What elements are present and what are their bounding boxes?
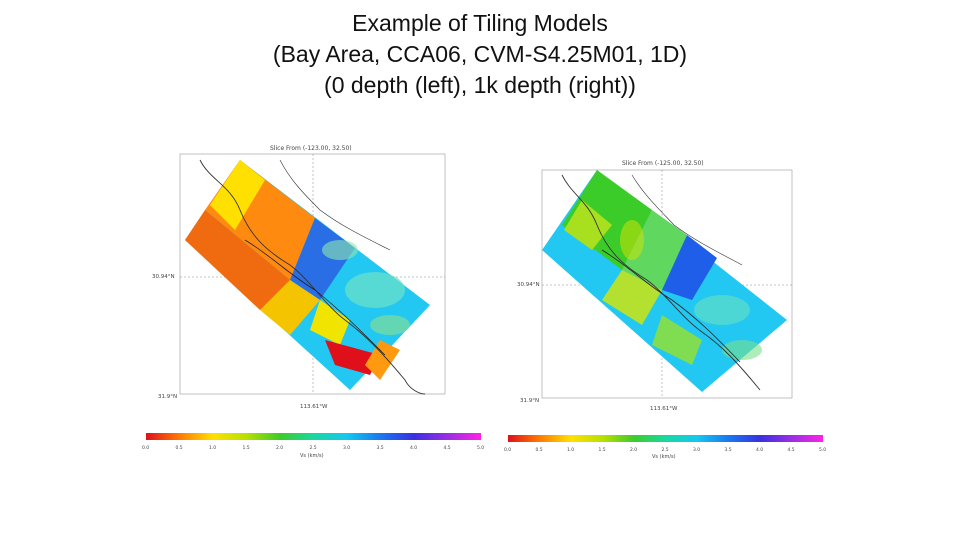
left-lon-label-bottom: 113.61°W [300,404,328,410]
right-colorbar-label: Vs (km/s) [652,454,676,460]
left-colorbar-tick-10: 5.0 [477,445,484,451]
left-colorbar-tick-2: 1.0 [209,445,216,451]
right-colorbar [508,435,823,442]
right-map-frame [541,169,793,399]
right-colorbar-tick-8: 4.0 [756,447,763,453]
right-coastline [561,174,761,391]
right-colorbar-ticks: 0.0 0.5 1.0 1.5 2.0 2.5 3.0 3.5 4.0 4.5 5.0 [504,447,826,453]
left-fault-line-2 [279,159,391,251]
left-colorbar-tick-9: 4.5 [444,445,451,451]
left-colorbar-ticks: 0.0 0.5 1.0 1.5 2.0 2.5 3.0 3.5 4.0 4.5 5.0 [142,445,484,451]
left-colorbar-tick-1: 0.5 [176,445,183,451]
slide-title: Example of Tiling Models (Bay Area, CCA0… [0,8,960,101]
right-fault-line-2 [631,174,743,266]
left-colorbar [146,433,481,440]
right-fault-line [601,249,741,363]
left-map-frame [179,153,446,395]
left-colorbar-tick-3: 1.5 [243,445,250,451]
left-fault-line [244,239,386,356]
left-colorbar-tick-6: 3.0 [343,445,350,451]
left-colorbar-label: Vs (km/s) [300,453,324,459]
right-colorbar-tick-6: 3.0 [693,447,700,453]
right-colorbar-tick-7: 3.5 [725,447,732,453]
right-colorbar-tick-1: 0.5 [536,447,543,453]
right-lat-label-mid: 30.94°N [517,282,540,288]
left-colorbar-tick-7: 3.5 [377,445,384,451]
right-colorbar-tick-0: 0.0 [504,447,511,453]
left-plot-header: Slice From (-123.00, 32.50) [270,145,352,152]
right-colorbar-tick-2: 1.0 [567,447,574,453]
left-lat-label-mid: 30.94°N [152,274,175,280]
left-velocity-slice [185,160,430,390]
left-colorbar-tick-8: 4.0 [410,445,417,451]
right-lat-label-bottom: 31.9°N [520,398,539,404]
left-colorbar-tick-4: 2.0 [276,445,283,451]
title-line-1: Example of Tiling Models [352,10,608,36]
right-velocity-slice [542,170,787,392]
left-plot-svg: Slice From (-123.00, 32.50) 30.94°N 31.9… [142,145,484,459]
right-colorbar-tick-9: 4.5 [788,447,795,453]
right-colorbar-tick-5: 2.5 [662,447,669,453]
left-plot: Slice From (-123.00, 32.50) 30.94°N 31.9… [140,140,490,460]
left-colorbar-tick-5: 2.5 [310,445,317,451]
right-plot-header: Slice From (-125.00, 32.50) [622,160,704,167]
left-lat-label-bottom: 31.9°N [158,394,177,400]
right-colorbar-tick-10: 5.0 [819,447,826,453]
right-plot-svg: Slice From (-125.00, 32.50) 30.94°N 31.9… [504,160,826,460]
title-line-2: (Bay Area, CCA06, CVM-S4.25M01, 1D) [272,41,688,67]
right-lon-label-bottom: 113.61°W [650,406,678,412]
title-line-3: (0 depth (left), 1k depth (right)) [324,72,636,98]
left-colorbar-tick-0: 0.0 [142,445,149,451]
right-plot: Slice From (-125.00, 32.50) 30.94°N 31.9… [502,140,842,460]
right-colorbar-tick-4: 2.0 [630,447,637,453]
right-colorbar-tick-3: 1.5 [599,447,606,453]
